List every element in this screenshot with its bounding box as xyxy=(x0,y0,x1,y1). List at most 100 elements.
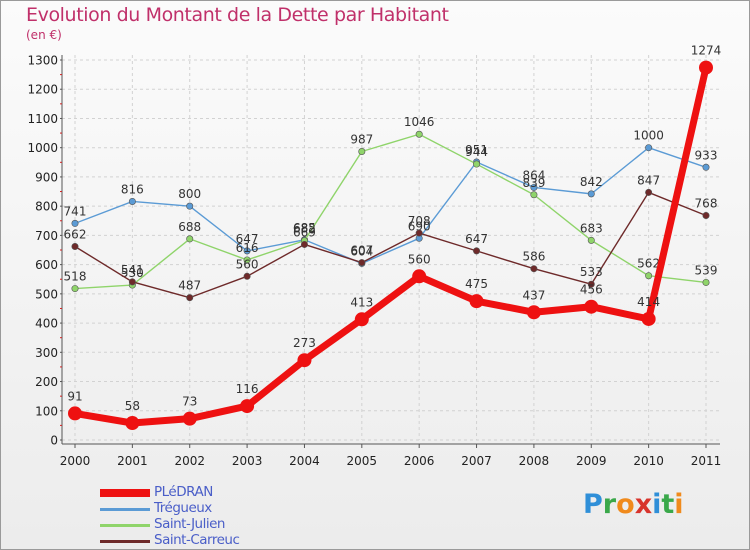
logo-letter: i xyxy=(652,489,662,520)
data-point xyxy=(71,242,79,250)
data-point xyxy=(415,229,423,237)
data-label: 414 xyxy=(637,295,660,309)
legend-label: Trégueux xyxy=(154,500,212,516)
logo-letter: t xyxy=(661,489,675,520)
data-label: 800 xyxy=(178,187,201,201)
data-label: 539 xyxy=(695,263,718,277)
data-label: 669 xyxy=(293,225,316,239)
chart-subtitle: (en €) xyxy=(26,28,62,42)
data-label: 708 xyxy=(408,214,431,228)
y-tick-label: 700 xyxy=(35,229,58,243)
data-label: 682 xyxy=(293,222,316,236)
y-tick-label: 900 xyxy=(35,170,58,184)
legend-swatch xyxy=(100,489,150,497)
data-point xyxy=(125,416,140,431)
x-tick-label: 2003 xyxy=(232,454,263,468)
logo-letter: i xyxy=(674,489,684,520)
data-label: 437 xyxy=(522,288,545,302)
data-label: 560 xyxy=(236,257,259,271)
series-line-1 xyxy=(74,133,707,290)
y-tick-label: 400 xyxy=(35,317,58,331)
data-point xyxy=(415,130,423,138)
data-point xyxy=(645,188,653,196)
x-tick-label: 2005 xyxy=(347,454,378,468)
data-point xyxy=(186,202,194,210)
data-point xyxy=(412,269,427,284)
data-label: 864 xyxy=(522,168,545,182)
data-label: 273 xyxy=(293,336,316,350)
data-point xyxy=(71,219,79,227)
data-label: 647 xyxy=(236,232,259,246)
data-point xyxy=(645,144,653,152)
data-point xyxy=(469,294,484,309)
data-label: 683 xyxy=(580,221,603,235)
data-label: 518 xyxy=(64,270,87,284)
data-label: 951 xyxy=(465,143,488,157)
legend-swatch xyxy=(100,540,150,543)
data-point xyxy=(699,60,713,75)
data-label: 944 xyxy=(465,145,488,159)
x-tick-label: 2002 xyxy=(174,454,205,468)
data-label: 688 xyxy=(178,220,201,234)
data-point xyxy=(645,272,653,280)
chart-title: Evolution du Montant de la Dette par Hab… xyxy=(26,4,449,26)
data-point xyxy=(128,197,136,205)
x-tick-label: 2000 xyxy=(60,454,91,468)
data-label: 647 xyxy=(465,232,488,246)
data-label: 768 xyxy=(695,197,718,211)
data-label: 607 xyxy=(350,244,373,258)
x-tick-label: 2004 xyxy=(289,454,320,468)
data-point xyxy=(68,406,82,421)
data-point xyxy=(243,272,251,280)
data-label: 1274 xyxy=(691,44,722,58)
data-label: 413 xyxy=(350,295,373,309)
legend-label: Saint-Carreuc xyxy=(154,532,240,548)
data-point xyxy=(182,411,197,426)
data-point xyxy=(530,183,538,191)
y-tick-label: 800 xyxy=(35,200,58,214)
x-tick-label: 2001 xyxy=(117,454,148,468)
data-point xyxy=(297,353,312,368)
data-point xyxy=(354,312,369,327)
data-label: 541 xyxy=(121,263,144,277)
data-point xyxy=(243,256,251,264)
series-line-3 xyxy=(71,64,710,427)
data-label: 741 xyxy=(64,204,87,218)
data-point xyxy=(587,280,595,288)
series-line-0 xyxy=(74,146,707,265)
data-label: 933 xyxy=(695,148,718,162)
x-tick-label: 2011 xyxy=(691,454,722,468)
x-tick-label: 2008 xyxy=(519,454,550,468)
y-tick-label: 1300 xyxy=(27,54,58,68)
data-label: 116 xyxy=(236,382,259,396)
data-label: 662 xyxy=(64,227,87,241)
data-point xyxy=(702,163,710,171)
data-point xyxy=(702,278,710,286)
legend-label: PLéDRAN xyxy=(154,484,213,500)
y-tick-label: 500 xyxy=(35,287,58,301)
data-label: 533 xyxy=(580,265,603,279)
data-point xyxy=(243,247,251,255)
proxiti-logo: Proxiti xyxy=(583,489,684,520)
data-point xyxy=(530,191,538,199)
y-tick-label: 1000 xyxy=(27,141,58,155)
data-point xyxy=(71,285,79,293)
legend-swatch xyxy=(100,524,150,527)
data-point xyxy=(128,278,136,286)
logo-letter: x xyxy=(634,489,653,520)
data-label: 1000 xyxy=(633,129,664,143)
data-label: 487 xyxy=(178,279,201,293)
data-point xyxy=(186,294,194,302)
y-tick-label: 600 xyxy=(35,258,58,272)
y-tick-label: 1100 xyxy=(27,112,58,126)
series-line-2 xyxy=(74,191,707,299)
data-label: 1046 xyxy=(404,115,435,129)
y-tick-label: 300 xyxy=(35,346,58,360)
data-point xyxy=(473,160,481,168)
data-point xyxy=(587,190,595,198)
data-point xyxy=(526,305,541,320)
data-label: 690 xyxy=(408,219,431,233)
data-point xyxy=(702,212,710,220)
